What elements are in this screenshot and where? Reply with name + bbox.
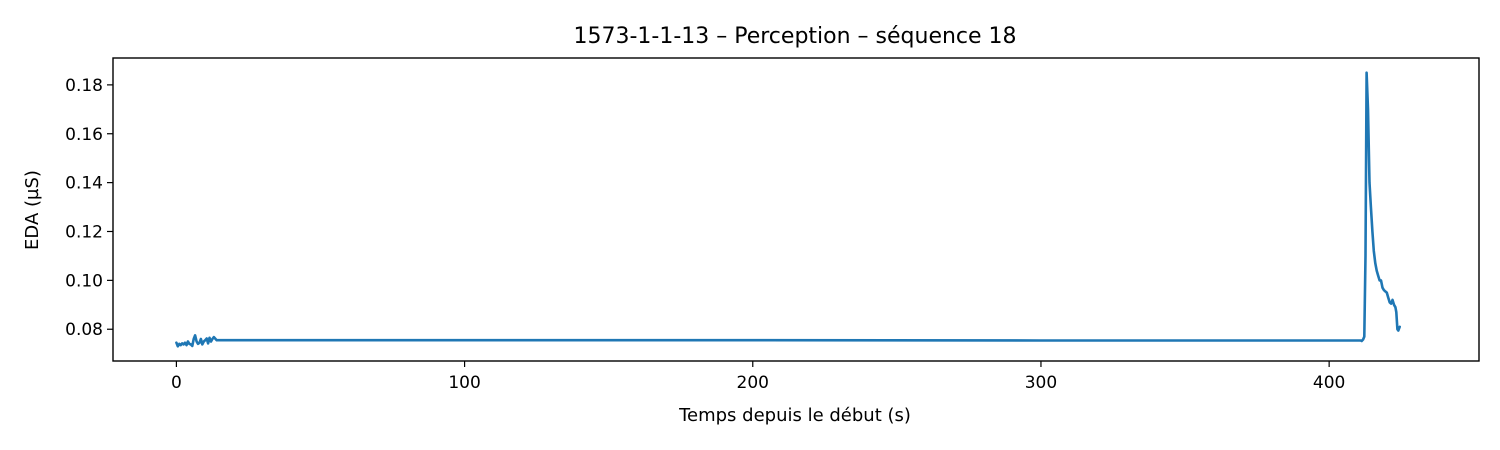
x-tick-label: 300 [1025, 373, 1057, 393]
x-axis-label: Temps depuis le début (s) [678, 405, 911, 426]
y-tick-label: 0.08 [65, 320, 103, 340]
x-tick-label: 100 [448, 373, 480, 393]
plot-frame [112, 57, 1480, 362]
y-tick-label: 0.10 [65, 271, 103, 291]
x-tick-label: 400 [1313, 373, 1345, 393]
x-tick-label: 0 [171, 373, 182, 393]
y-tick-label: 0.12 [65, 222, 103, 242]
y-tick-label: 0.16 [65, 125, 103, 145]
x-tick-label: 200 [737, 373, 769, 393]
y-tick-label: 0.18 [65, 76, 103, 96]
axis-ticks: 0 100 200 300 400 0.08 0.10 0.12 0.14 0.16 0.18 [65, 76, 1345, 393]
chart-title: 1573-1-1-13 – Perception – séquence 18 [573, 24, 1016, 49]
y-tick-label: 0.14 [65, 174, 103, 194]
series-line-eda [175, 71, 1401, 348]
y-axis-label: EDA (µS) [22, 170, 43, 250]
